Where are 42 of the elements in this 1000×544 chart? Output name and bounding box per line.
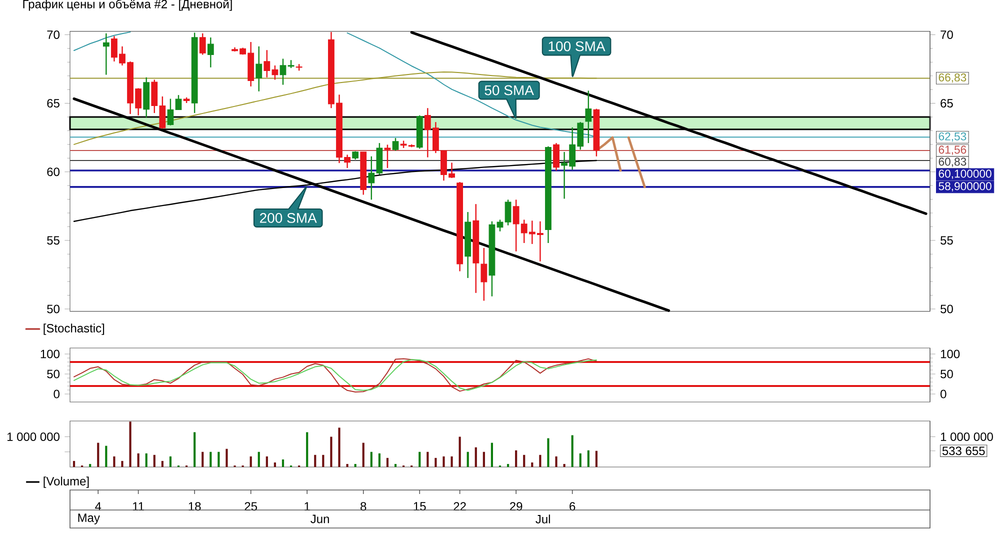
y-tick-label: 50 (47, 370, 60, 378)
y2-tick-label: 50 (940, 304, 953, 314)
ref-line-label: 66,83 (938, 73, 966, 83)
text: May (78, 514, 100, 524)
y2-tick-label: 70 (940, 30, 953, 39)
y2-tick-label: 1 000 000 (940, 432, 993, 441)
y2-tick-label: 100 (940, 350, 960, 358)
y2-tick-label: 65 (940, 99, 953, 108)
series-label: [Volume] (44, 476, 89, 488)
y2-tick-label: 0 (940, 390, 946, 398)
x-tick-label: 15 (414, 502, 426, 511)
x-tick-label: 25 (244, 502, 258, 511)
x-tick-label: 11 (133, 502, 144, 510)
legend-label: [Stochastic] (44, 324, 104, 335)
annotation: 50 SMA (484, 85, 534, 96)
annotation: 100 SMA (548, 41, 606, 52)
y-tick-label: 0 (54, 390, 60, 398)
y2-tick-label: 50 (940, 370, 953, 378)
ref-line-label: 61,56 (938, 146, 966, 156)
ref-line-label: 60,100000 (938, 170, 992, 180)
x-tick-label: 1 (304, 502, 310, 510)
y-tick-label: 55 (47, 236, 60, 245)
y-tick-label: 1 000 000 (7, 432, 60, 441)
annotation: 200 SMA (260, 213, 317, 223)
y2-tick-label: 533 655 (942, 446, 985, 456)
x-tick-label: 4 (95, 502, 102, 510)
ref-line-label: 62,53 (938, 132, 966, 142)
x-tick-label: 29 (510, 502, 522, 511)
x-tick-label: 8 (360, 502, 366, 511)
y-tick-label: 100 (40, 350, 60, 358)
text: Jul (536, 514, 550, 524)
text: Jun (310, 514, 329, 524)
y-tick-label: 50 (47, 304, 60, 314)
y-tick-label: 65 (47, 99, 60, 108)
x-tick-label: 22 (454, 502, 466, 511)
x-tick-label: 18 (188, 502, 201, 511)
y2-tick-label: 55 (940, 236, 953, 245)
ref-line-label: 60,83 (938, 158, 966, 168)
y-tick-label: 60 (47, 168, 60, 176)
ref-line-label: 58,900000 (938, 182, 992, 192)
y-tick-label: 70 (47, 30, 60, 39)
x-tick-label: 6 (570, 502, 576, 511)
